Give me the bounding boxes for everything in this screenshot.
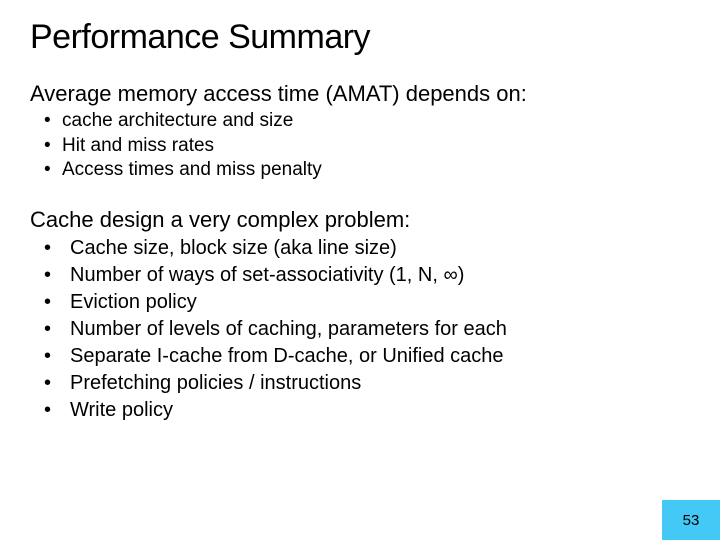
- amat-heading: Average memory access time (AMAT) depend…: [30, 81, 690, 107]
- list-item: Prefetching policies / instructions: [44, 370, 690, 397]
- list-item: Number of levels of caching, parameters …: [44, 316, 690, 343]
- amat-bullets: cache architecture and size Hit and miss…: [30, 109, 690, 183]
- page-number-badge: 53: [662, 500, 720, 540]
- list-item: Hit and miss rates: [44, 134, 690, 159]
- list-item: Cache size, block size (aka line size): [44, 235, 690, 262]
- list-item: Number of ways of set-associativity (1, …: [44, 262, 690, 289]
- list-item: Write policy: [44, 397, 690, 424]
- list-item: cache architecture and size: [44, 109, 690, 134]
- slide-title: Performance Summary: [30, 18, 690, 57]
- list-item: Access times and miss penalty: [44, 158, 690, 183]
- list-item: Eviction policy: [44, 289, 690, 316]
- list-item: Separate I-cache from D-cache, or Unifie…: [44, 343, 690, 370]
- cache-design-heading: Cache design a very complex problem:: [30, 207, 690, 233]
- cache-design-bullets: Cache size, block size (aka line size) N…: [30, 235, 690, 424]
